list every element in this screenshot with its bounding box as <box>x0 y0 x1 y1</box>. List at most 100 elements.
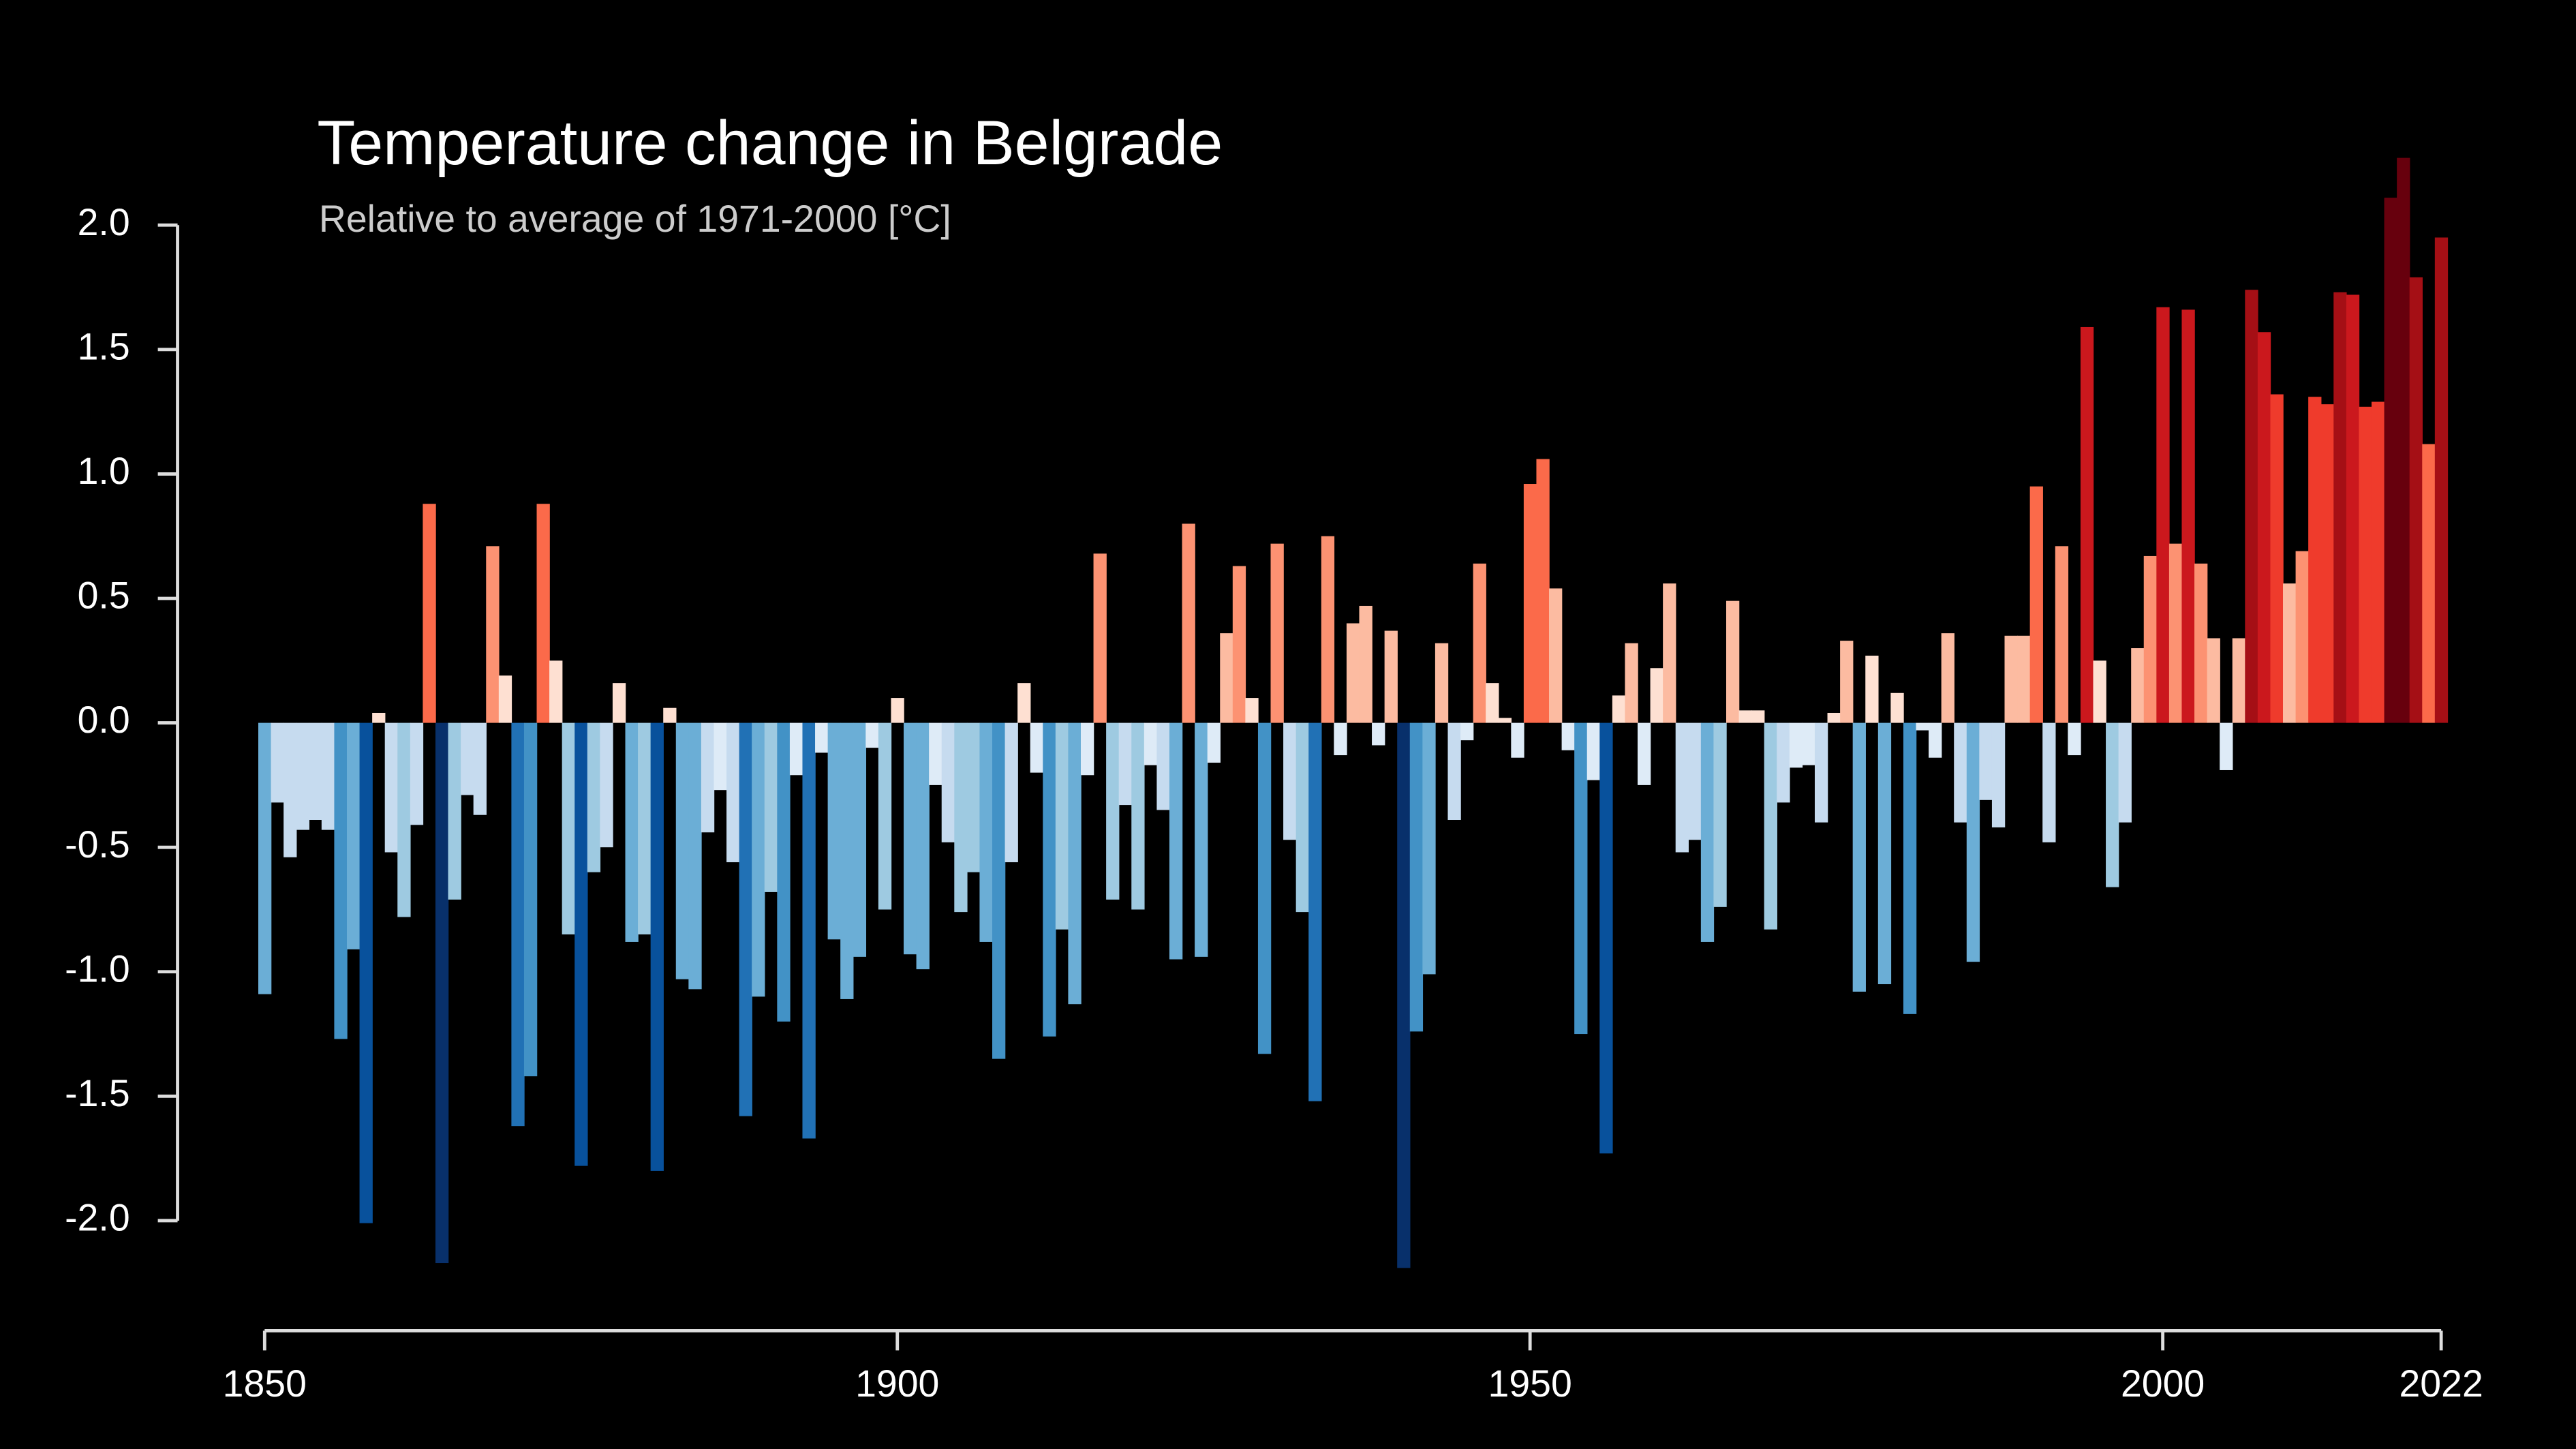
bar <box>1257 722 1272 1054</box>
bar <box>2017 635 2031 723</box>
bar <box>1877 722 1892 985</box>
bar <box>1346 623 1360 723</box>
bar <box>334 722 348 1039</box>
bar <box>384 722 398 853</box>
bar <box>1334 722 1347 756</box>
bar <box>752 722 765 997</box>
bar <box>1991 722 2006 827</box>
bar <box>2371 401 2385 723</box>
x-tick-label: 2022 <box>2399 1362 2483 1405</box>
bar <box>1827 712 1841 723</box>
bar <box>1156 722 1170 810</box>
bar <box>1245 698 1259 723</box>
bar <box>1903 722 1917 1014</box>
y-tick-label: 1.0 <box>78 450 130 492</box>
bar <box>2422 444 2436 723</box>
bar <box>1169 722 1183 960</box>
bar <box>1359 605 1373 723</box>
bar <box>2295 551 2309 723</box>
bar <box>283 722 297 857</box>
x-tick-label: 1900 <box>855 1362 939 1405</box>
bar <box>359 722 373 1223</box>
bar <box>1093 553 1107 723</box>
bar <box>2270 394 2284 723</box>
bar <box>1523 484 1537 723</box>
bar <box>2080 326 2094 723</box>
bar <box>1979 722 1993 800</box>
bar <box>2434 237 2449 723</box>
bar <box>1409 722 1424 1032</box>
bar <box>1068 722 1082 1005</box>
bar <box>2068 722 2081 756</box>
bar <box>878 722 892 910</box>
bar <box>1852 722 1866 992</box>
bar <box>739 722 752 1116</box>
bar <box>1713 722 1727 907</box>
bar <box>1675 722 1689 853</box>
bar <box>1777 722 1790 803</box>
bar <box>891 698 904 723</box>
x-tick-label: 1950 <box>1488 1362 1572 1405</box>
bar <box>1005 722 1018 863</box>
y-tick-label: -1.5 <box>65 1072 129 1114</box>
bar <box>1321 536 1335 723</box>
bar <box>1118 722 1132 806</box>
bar <box>1789 722 1803 768</box>
bar <box>688 722 702 990</box>
bar <box>574 722 588 1166</box>
bar <box>1435 643 1449 723</box>
y-tick-label: -2.0 <box>65 1197 129 1239</box>
bar <box>1447 722 1461 821</box>
bar <box>789 722 803 776</box>
bar <box>2156 307 2170 723</box>
bar <box>2359 406 2372 723</box>
bar <box>498 675 512 723</box>
bar <box>2106 722 2119 887</box>
bar <box>1460 722 1474 741</box>
bar <box>1764 722 1777 930</box>
bar <box>2409 277 2423 723</box>
bar <box>1890 692 1904 723</box>
bar <box>523 722 538 1077</box>
bar <box>2283 583 2297 723</box>
bar <box>701 722 715 833</box>
bar <box>929 722 942 785</box>
bar <box>587 722 601 872</box>
bar <box>2042 722 2056 842</box>
bar <box>2257 332 2271 723</box>
bar <box>1650 668 1663 723</box>
bar <box>549 660 563 723</box>
bar <box>423 504 436 723</box>
bar <box>2320 404 2335 723</box>
bar <box>675 722 690 979</box>
bar <box>1638 722 1651 785</box>
bar <box>1802 722 1815 765</box>
bar <box>448 722 461 900</box>
bar <box>1283 722 1297 840</box>
bar <box>726 722 740 863</box>
bar <box>1220 633 1233 723</box>
bar <box>1422 722 1436 975</box>
bar <box>461 722 474 795</box>
bar <box>992 722 1006 1059</box>
bar <box>2232 638 2246 723</box>
bar <box>1941 633 1954 723</box>
bar <box>663 707 677 723</box>
bar <box>486 546 500 723</box>
bar <box>1929 722 1942 758</box>
bar <box>1270 543 1284 723</box>
bar <box>1384 630 1398 723</box>
bar <box>1700 722 1715 942</box>
bar <box>1372 722 1385 746</box>
bar <box>2143 555 2158 723</box>
bar <box>1308 722 1322 1101</box>
bar <box>1055 722 1069 930</box>
bar <box>2131 648 2145 723</box>
bar <box>1916 722 1929 731</box>
bar <box>2207 638 2220 723</box>
bar <box>1144 722 1158 765</box>
bar <box>562 722 575 934</box>
bar <box>853 722 867 957</box>
bar <box>612 683 626 723</box>
